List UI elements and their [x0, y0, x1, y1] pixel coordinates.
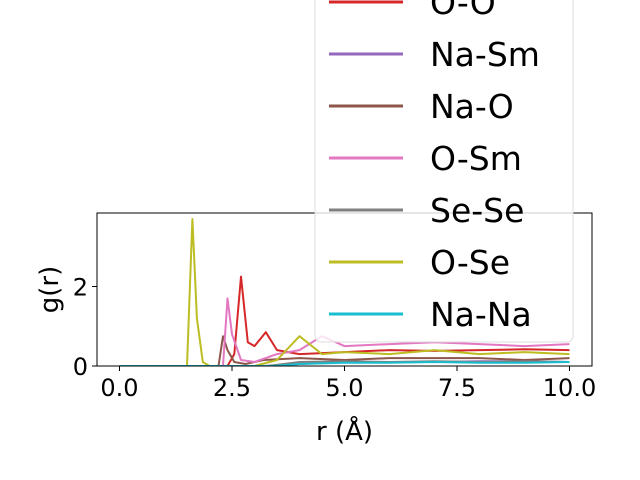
series-line-o-se	[119, 218, 570, 366]
x-tick-label: 0.0	[100, 374, 138, 402]
legend-label: Na-O	[430, 87, 514, 126]
x-tick-label: 5.0	[325, 374, 363, 402]
legend: O-O Na-Sm Na-O O-Sm Se-Se O-Se Na-Na	[314, 0, 574, 343]
series-line-na-na	[119, 361, 570, 366]
y-axis-label: g(r)	[35, 266, 65, 313]
x-axis-label: r (Å)	[316, 415, 373, 447]
series-line-o-sm	[119, 297, 570, 366]
y-tick-label: 0	[73, 353, 88, 381]
x-tick-label: 2.5	[213, 374, 251, 402]
legend-label: O-Sm	[430, 139, 522, 178]
legend-label: O-Se	[430, 243, 510, 282]
legend-label: Se-Se	[430, 191, 524, 230]
ticks-layer: 0.0 2.5 5.0 7.5 10.0 0 2	[73, 274, 597, 402]
series-layer	[119, 218, 570, 366]
x-tick-label: 10.0	[543, 374, 596, 402]
series-line-o-o	[119, 275, 570, 366]
y-tick-label: 2	[73, 274, 88, 302]
legend-label: Na-Na	[430, 295, 532, 334]
legend-box	[314, 0, 574, 343]
series-line-na-o	[119, 335, 570, 366]
legend-label: O-O	[430, 0, 496, 22]
legend-label: Na-Sm	[430, 35, 540, 74]
x-tick-label: 7.5	[438, 374, 476, 402]
